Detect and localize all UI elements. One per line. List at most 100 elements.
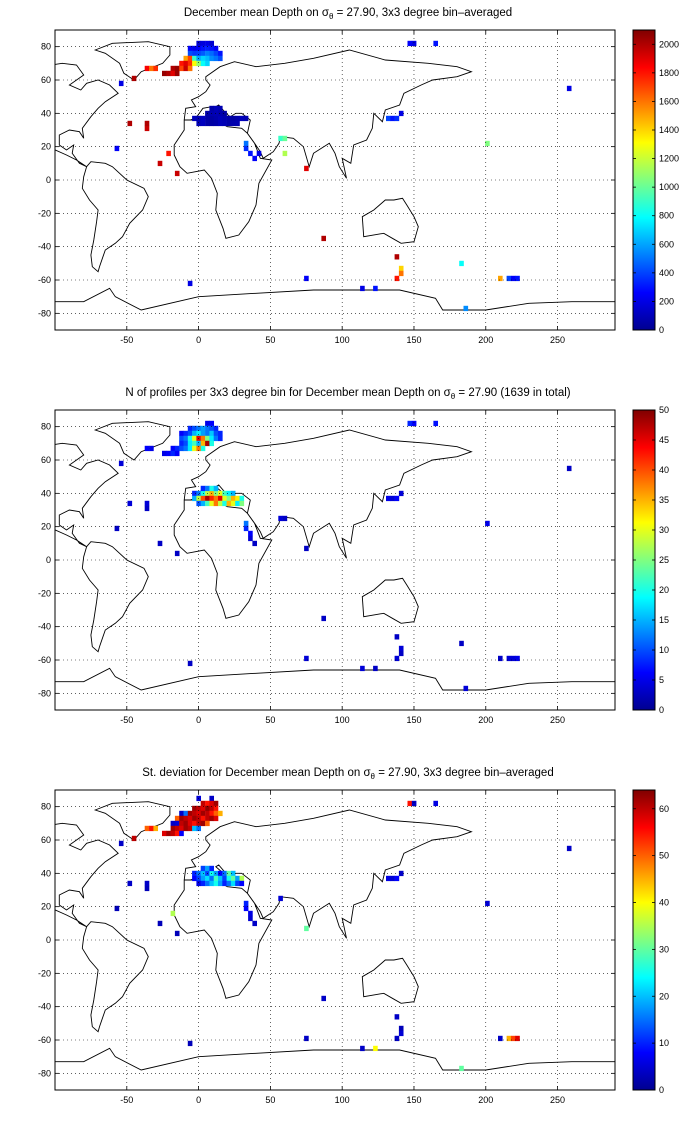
data-cell (222, 495, 227, 502)
data-cell (515, 1035, 520, 1042)
data-cell (304, 275, 309, 282)
data-cell (205, 485, 210, 492)
y-tick-label: -80 (38, 1068, 51, 1078)
data-cell (209, 880, 215, 887)
data-cell (515, 655, 520, 662)
data-cell (192, 60, 197, 67)
data-cell (209, 435, 215, 442)
data-cell (187, 1040, 193, 1047)
data-cell (192, 425, 197, 432)
panel-title: N of profiles per 3x3 degree bin for Dec… (125, 387, 571, 401)
data-cell (252, 155, 258, 162)
data-cell (179, 60, 184, 67)
data-cell (373, 285, 378, 292)
data-cell (205, 440, 210, 447)
data-cell (218, 435, 223, 442)
x-tick-label: 50 (265, 335, 275, 345)
data-cell (222, 870, 227, 877)
data-cell (398, 1030, 404, 1037)
data-cell (170, 825, 176, 832)
data-cell (209, 810, 215, 817)
data-cell (192, 815, 197, 822)
data-cell (196, 440, 202, 447)
data-cell (196, 120, 202, 127)
data-cell (506, 1035, 512, 1042)
colorbar (632, 29, 656, 331)
x-tick-label: 200 (478, 715, 493, 725)
data-cell (196, 430, 202, 437)
data-cell (205, 865, 210, 872)
data-cell (239, 875, 245, 882)
data-cell (205, 880, 210, 887)
data-cell (179, 430, 184, 437)
data-cell (157, 540, 163, 547)
data-cell (230, 495, 236, 502)
data-cell (218, 495, 223, 502)
y-tick-label: -40 (38, 242, 51, 252)
data-cell (200, 55, 206, 62)
y-tick-label: -60 (38, 655, 51, 665)
data-cell (118, 80, 124, 87)
data-cell (386, 495, 391, 502)
y-tick-label: 20 (41, 902, 51, 912)
x-tick-label: -50 (120, 335, 133, 345)
data-cell (209, 45, 215, 52)
data-cell (200, 430, 206, 437)
data-cell (187, 55, 193, 62)
x-tick-label: 150 (406, 715, 421, 725)
data-cell (506, 655, 512, 662)
data-cell (205, 435, 210, 442)
data-cell (196, 870, 202, 877)
data-cell (200, 45, 206, 52)
data-cell (394, 275, 400, 282)
data-cell (407, 800, 413, 807)
colorbar-tick-label: 35 (659, 495, 669, 505)
coast-australia (361, 197, 419, 244)
data-cell (187, 60, 193, 67)
data-cell (200, 875, 206, 882)
x-tick-label: 0 (196, 1095, 201, 1105)
data-cell (196, 50, 202, 57)
colorbar-tick-label: 0 (659, 1085, 664, 1095)
x-tick-label: 0 (196, 335, 201, 345)
data-cell (200, 485, 206, 492)
y-tick-label: -80 (38, 688, 51, 698)
data-cell (209, 425, 215, 432)
panel-mean-depth: December mean Depth on σθ = 27.90, 3x3 d… (0, 0, 696, 380)
data-cell (209, 800, 215, 807)
data-cell (170, 70, 176, 77)
panel-profile-count: N of profiles per 3x3 degree bin for Dec… (0, 380, 696, 760)
data-cell (243, 115, 249, 122)
data-cell (213, 495, 219, 502)
data-cell (192, 820, 197, 827)
data-cell (230, 880, 236, 887)
data-cell (200, 50, 206, 57)
data-cell (386, 115, 391, 122)
y-tick-label: 20 (41, 142, 51, 152)
data-cell (192, 115, 197, 122)
colorbar-tick-label: 1200 (659, 154, 679, 164)
data-cell (222, 490, 227, 497)
data-cell (282, 135, 288, 142)
data-cell (187, 65, 193, 72)
data-cell (498, 655, 503, 662)
data-cell (226, 500, 232, 507)
data-cell (282, 150, 288, 157)
data-cell (243, 900, 249, 907)
data-cell (218, 500, 223, 507)
y-tick-label: -20 (38, 208, 51, 218)
colorbar-tick-label: 5 (659, 675, 664, 685)
data-cell (243, 140, 249, 147)
data-cell (157, 920, 163, 927)
data-cell (200, 820, 206, 827)
data-cell (360, 1045, 365, 1052)
data-cell (394, 115, 400, 122)
data-cell (209, 55, 215, 62)
data-cell (463, 305, 469, 312)
data-cell (235, 880, 240, 887)
y-tick-label: -60 (38, 1035, 51, 1045)
data-cell (205, 820, 210, 827)
data-cell (174, 930, 180, 937)
data-cell (170, 820, 176, 827)
coast-antarctica (55, 287, 615, 330)
